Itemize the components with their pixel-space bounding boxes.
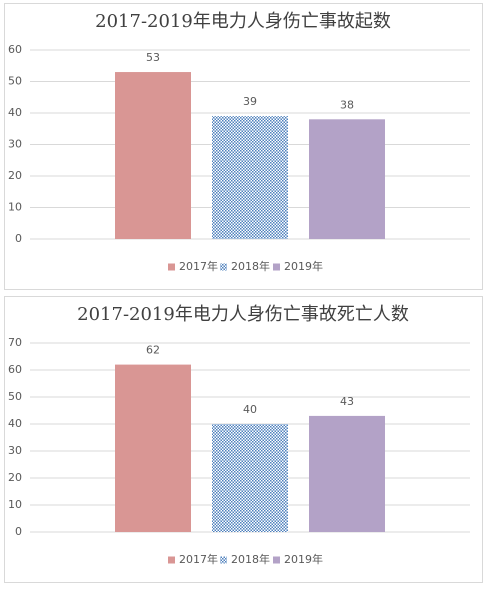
- legend-label: 2017年: [179, 552, 218, 566]
- data-label: 39: [243, 95, 257, 108]
- legend-swatch: [273, 263, 280, 271]
- y-tick-label: 20: [8, 471, 22, 484]
- legend-swatch: [168, 263, 175, 271]
- y-tick-label: 20: [8, 169, 22, 182]
- data-label: 62: [146, 344, 160, 357]
- legend-label: 2019年: [284, 259, 323, 273]
- legend-swatch: [220, 263, 227, 271]
- chart-title: 2017-2019年电力人身伤亡事故死亡人数: [77, 304, 409, 325]
- y-tick-label: 0: [15, 525, 22, 538]
- y-tick-label: 0: [15, 232, 22, 245]
- y-tick-label: 60: [8, 43, 22, 56]
- bar: [115, 364, 191, 532]
- bar: [309, 415, 385, 532]
- legend-label: 2017年: [179, 259, 218, 273]
- y-tick-label: 10: [8, 201, 22, 214]
- chart-title: 2017-2019年电力人身伤亡事故起数: [95, 11, 391, 32]
- bar: [212, 116, 288, 239]
- y-tick-label: 30: [8, 138, 22, 151]
- data-label: 38: [340, 98, 354, 111]
- y-tick-label: 60: [8, 363, 22, 376]
- legend-swatch: [220, 556, 227, 564]
- y-tick-label: 40: [8, 106, 22, 119]
- legend-swatch: [273, 556, 280, 564]
- y-tick-label: 50: [8, 75, 22, 88]
- legend-swatch: [168, 556, 175, 564]
- y-tick-label: 10: [8, 498, 22, 511]
- bar: [115, 72, 191, 239]
- data-label: 43: [340, 395, 354, 408]
- legend-label: 2018年: [231, 552, 270, 566]
- y-tick-label: 50: [8, 390, 22, 403]
- y-tick-label: 30: [8, 444, 22, 457]
- y-tick-label: 70: [8, 336, 22, 349]
- data-label: 40: [243, 403, 257, 416]
- legend-label: 2018年: [231, 259, 270, 273]
- y-tick-label: 40: [8, 417, 22, 430]
- chart: 2017-2019年电力人身伤亡事故起数 0 10 20 30 40 50 60 53 2017年…: [4, 3, 483, 290]
- legend-label: 2019年: [284, 552, 323, 566]
- data-label: 53: [146, 51, 160, 64]
- chart: 2017-2019年电力人身伤亡事故死亡人数 0 10 20 30 40 50 60 70 62 2…: [4, 296, 483, 583]
- bar: [212, 424, 288, 532]
- bar: [309, 119, 385, 239]
